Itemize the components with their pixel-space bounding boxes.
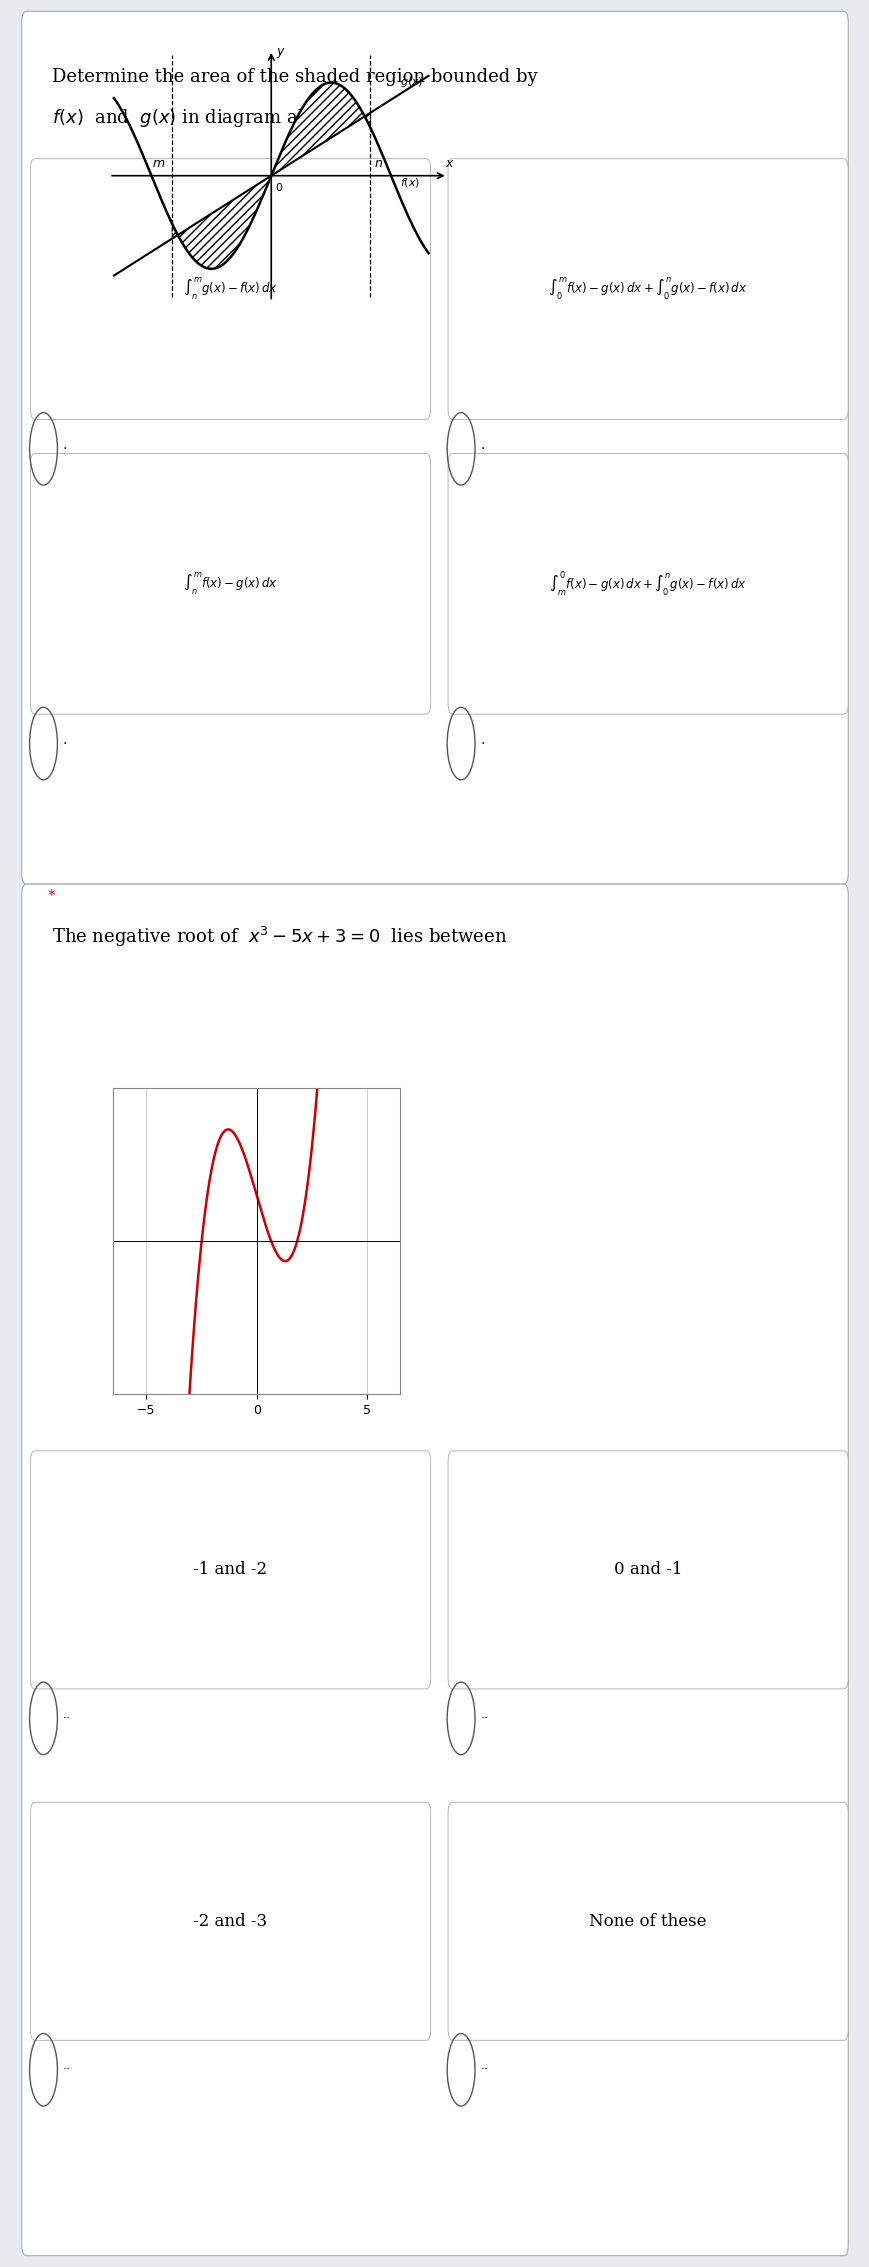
FancyBboxPatch shape: [448, 453, 847, 714]
Polygon shape: [172, 177, 271, 270]
FancyBboxPatch shape: [30, 159, 430, 419]
Text: $\int_{m}^{0} f(x)-g(x)\,dx+\int_{0}^{n} g(x)-f(x)\,dx$: $\int_{m}^{0} f(x)-g(x)\,dx+\int_{0}^{n}…: [548, 569, 746, 598]
Text: ·: ·: [480, 442, 484, 456]
FancyBboxPatch shape: [448, 159, 847, 419]
Text: $m$: $m$: [151, 156, 165, 170]
Text: 0 and -1: 0 and -1: [614, 1562, 681, 1578]
FancyBboxPatch shape: [30, 1802, 430, 2040]
Text: $n$: $n$: [374, 156, 383, 170]
Text: Determine the area of the shaded region bounded by: Determine the area of the shaded region …: [52, 68, 537, 86]
Polygon shape: [271, 82, 370, 177]
FancyBboxPatch shape: [30, 1451, 430, 1689]
FancyBboxPatch shape: [22, 11, 847, 884]
FancyBboxPatch shape: [448, 1451, 847, 1689]
Text: ··: ··: [63, 2063, 70, 2077]
FancyBboxPatch shape: [448, 1802, 847, 2040]
Text: ·: ·: [63, 442, 67, 456]
Text: $\int_{n}^{m} g(x)-f(x)\,dx$: $\int_{n}^{m} g(x)-f(x)\,dx$: [182, 277, 278, 302]
Text: ··: ··: [480, 2063, 488, 2077]
Text: None of these: None of these: [588, 1913, 706, 1929]
Text: ·: ·: [63, 737, 67, 750]
FancyBboxPatch shape: [30, 453, 430, 714]
Text: $\int_{0}^{m} f(x)-g(x)\,dx+\int_{0}^{n} g(x)-f(x)\,dx$: $\int_{0}^{m} f(x)-g(x)\,dx+\int_{0}^{n}…: [547, 277, 747, 302]
Text: $0$: $0$: [275, 181, 283, 193]
Text: $\int_{n}^{m} f(x)-g(x)\,dx$: $\int_{n}^{m} f(x)-g(x)\,dx$: [182, 571, 278, 596]
Text: $g(x)$: $g(x)$: [400, 75, 423, 88]
Text: $x$: $x$: [445, 156, 454, 170]
Text: -2 and -3: -2 and -3: [193, 1913, 268, 1929]
Text: ··: ··: [480, 1712, 488, 1725]
Text: ··: ··: [63, 1712, 70, 1725]
Text: The negative root of  $x^3-5x+3=0$  lies between: The negative root of $x^3-5x+3=0$ lies b…: [52, 925, 507, 950]
Text: ·: ·: [480, 737, 484, 750]
Text: $y$: $y$: [275, 45, 286, 59]
Text: -1 and -2: -1 and -2: [193, 1562, 268, 1578]
Text: *: *: [48, 889, 56, 905]
Text: $f(x)$  and  $g(x)$ in diagram above.: $f(x)$ and $g(x)$ in diagram above.: [52, 107, 346, 129]
Text: $f(x)$: $f(x)$: [400, 177, 420, 188]
FancyBboxPatch shape: [22, 884, 847, 2256]
